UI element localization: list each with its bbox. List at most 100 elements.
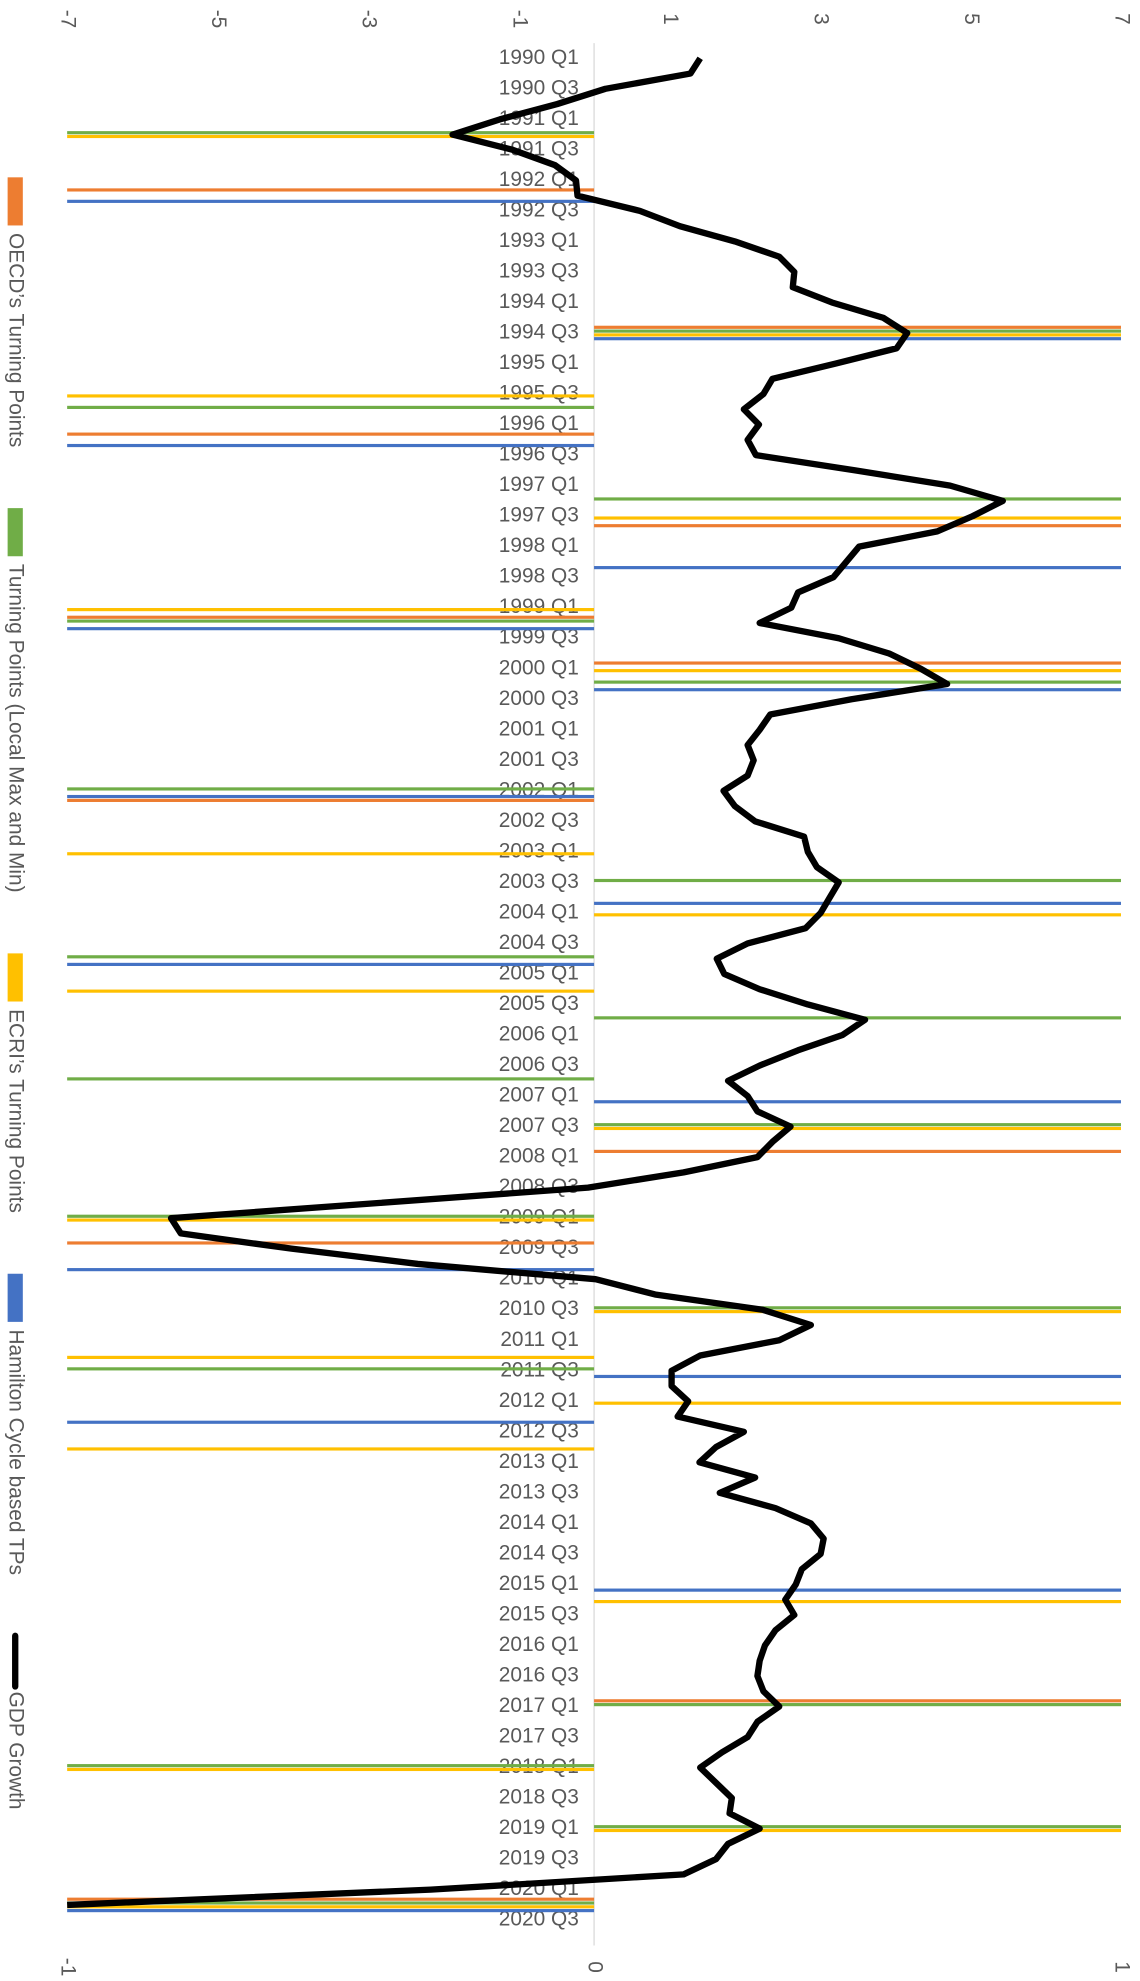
- category-label: 2009 Q3: [499, 1236, 579, 1259]
- turning-point-bar: [594, 524, 1121, 528]
- category-label: 2004 Q1: [499, 900, 579, 923]
- y-tick-label: -1: [508, 10, 531, 29]
- turning-point-bar: [67, 1268, 595, 1272]
- legend-swatch: [7, 177, 23, 226]
- turning-point-bar: [67, 787, 595, 791]
- y2-tick-label: 1: [1110, 1961, 1133, 1973]
- category-label: 1997 Q3: [499, 504, 579, 527]
- gdp-line: [67, 56, 1006, 1909]
- category-label: 2019 Q3: [499, 1847, 579, 1870]
- category-label: 2016 Q3: [499, 1664, 579, 1687]
- turning-point-bar: [67, 1897, 595, 1901]
- y-tick-label: -3: [358, 10, 381, 29]
- turning-point-bar: [67, 627, 595, 631]
- category-label: 2006 Q1: [499, 1023, 579, 1046]
- category-label: 2012 Q3: [499, 1419, 579, 1442]
- turning-point-bar: [594, 1123, 1121, 1127]
- category-label: 1993 Q1: [499, 229, 579, 252]
- category-label: 2019 Q1: [499, 1816, 579, 1839]
- legend-item: GDP Growth: [5, 1632, 28, 1810]
- category-label: 1990 Q1: [499, 46, 579, 69]
- turning-point-bar: [67, 1767, 595, 1772]
- turning-point-bar: [67, 989, 595, 993]
- category-label: 1990 Q3: [499, 76, 579, 99]
- category-label: 2000 Q1: [499, 656, 579, 679]
- turning-point-bar: [67, 852, 595, 856]
- turning-point-bar: [594, 688, 1121, 692]
- turning-point-bar: [67, 1214, 595, 1218]
- turning-point-bar: [594, 1310, 1121, 1314]
- category-label: 2017 Q1: [499, 1694, 579, 1717]
- turning-point-bar: [594, 1703, 1121, 1707]
- turning-point-bar: [594, 680, 1121, 684]
- category-label: 2017 Q3: [499, 1725, 579, 1748]
- legend-label: ECRI’s Turning Points: [5, 1009, 28, 1213]
- legend-item: ECRI’s Turning Points: [5, 953, 28, 1213]
- category-label: 2006 Q3: [499, 1053, 579, 1076]
- category-label: 1994 Q1: [499, 290, 579, 313]
- category-label: 2005 Q3: [499, 992, 579, 1015]
- category-label: 1998 Q1: [499, 534, 579, 557]
- turning-point-bar: [594, 333, 1121, 337]
- category-label: 1995 Q3: [499, 382, 579, 405]
- category-label: 2014 Q3: [499, 1541, 579, 1564]
- turning-point-bar: [67, 962, 595, 966]
- y-tick-label: -5: [207, 10, 230, 29]
- turning-point-bar: [594, 337, 1121, 341]
- legend-item: OECD’s Turning Points: [5, 177, 28, 447]
- turning-point-bar: [594, 1699, 1121, 1703]
- y-tick-label: -7: [57, 10, 80, 29]
- legend-label: Hamilton Cycle based TPs: [5, 1329, 28, 1575]
- turning-point-bar: [67, 1905, 595, 1909]
- turning-point-bar: [67, 1447, 595, 1451]
- turning-point-bar: [67, 1367, 595, 1371]
- legend-swatch: [7, 508, 23, 557]
- turning-point-bar: [594, 516, 1121, 520]
- turning-point-bar: [67, 443, 595, 448]
- turning-point-bar: [67, 432, 595, 436]
- category-label: 1992 Q1: [499, 168, 579, 191]
- y2-tick-label: -1: [57, 1958, 80, 1977]
- turning-point-bar: [67, 188, 595, 192]
- category-label: 2001 Q1: [499, 717, 579, 740]
- y-tick-label: 3: [809, 13, 832, 25]
- turning-point-bar: [67, 615, 595, 619]
- category-label: 2016 Q1: [499, 1633, 579, 1656]
- category-label: 1999 Q3: [499, 626, 579, 649]
- category-label: 1995 Q1: [499, 351, 579, 374]
- turning-point-bar: [594, 1306, 1121, 1310]
- turning-point-bar: [594, 1828, 1121, 1833]
- turning-point-bar: [67, 131, 595, 135]
- category-label: 2013 Q3: [499, 1480, 579, 1503]
- category-label: 1998 Q3: [499, 565, 579, 588]
- category-label: 1997 Q1: [499, 473, 579, 496]
- category-label: 2015 Q3: [499, 1602, 579, 1625]
- turning-point-bar: [67, 794, 595, 799]
- turning-point-bar: [594, 497, 1121, 501]
- legend-item: Turning Points (Local Max and Min): [5, 508, 28, 893]
- y2-tick-label: 0: [584, 1961, 607, 1973]
- turning-point-bar: [594, 661, 1121, 665]
- category-label: 1996 Q3: [499, 443, 579, 466]
- turning-point-bar: [594, 1600, 1121, 1604]
- category-label: 2011 Q1: [500, 1328, 579, 1351]
- legend-swatch: [7, 1273, 23, 1322]
- turning-point-bar: [594, 669, 1121, 673]
- category-label: 2005 Q1: [499, 961, 579, 984]
- category-label: 2018 Q3: [499, 1786, 579, 1809]
- turning-point-bar: [594, 325, 1121, 329]
- turning-point-bar: [594, 878, 1121, 883]
- y-tick-label: 1: [659, 13, 682, 25]
- turning-point-bar: [67, 1420, 595, 1424]
- turning-point-bar: [594, 1401, 1121, 1405]
- category-label: 2002 Q3: [499, 809, 579, 832]
- legend-label: Turning Points (Local Max and Min): [5, 564, 28, 893]
- category-label: 1994 Q3: [499, 321, 579, 344]
- y-tick-label: 5: [960, 13, 983, 25]
- turning-point-bar: [67, 1909, 595, 1913]
- turning-point-bar: [67, 608, 595, 612]
- turning-point-bar: [67, 134, 595, 139]
- category-label: 2001 Q3: [499, 748, 579, 771]
- turning-point-bar: [67, 1355, 595, 1359]
